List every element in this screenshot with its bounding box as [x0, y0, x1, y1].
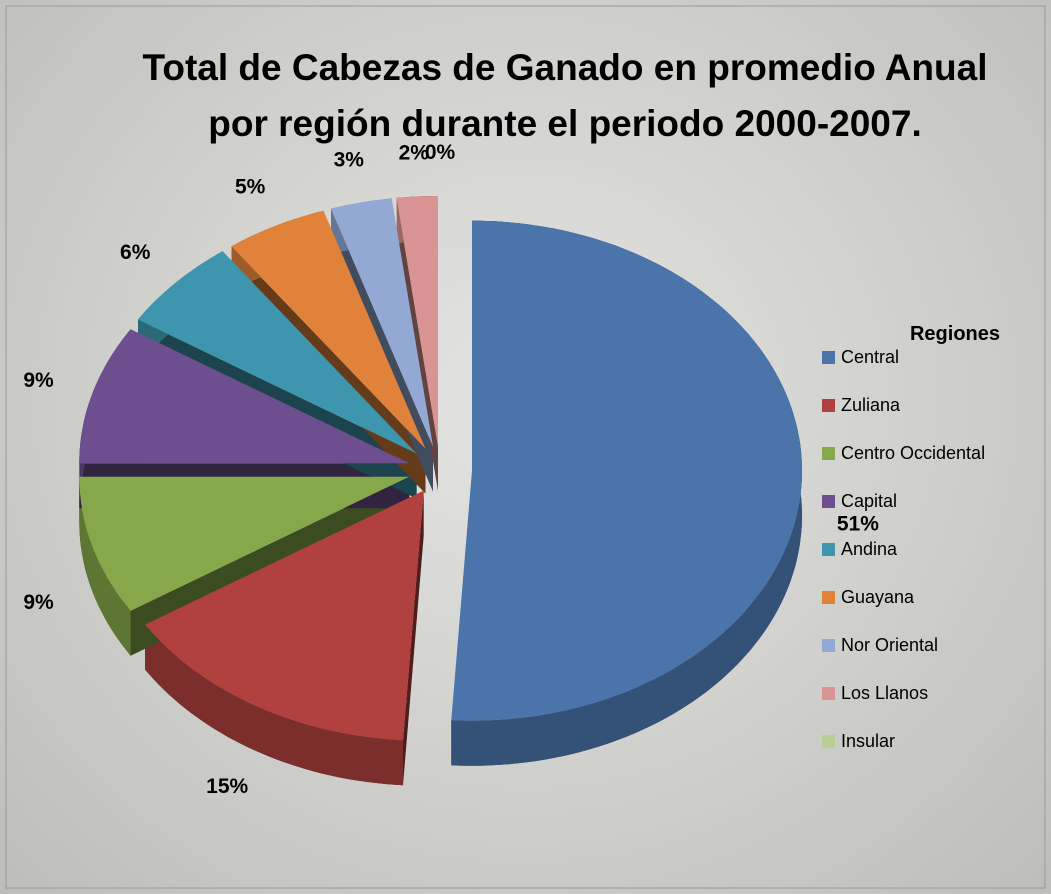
pie-slice [331, 198, 434, 447]
data-label: 15% [206, 775, 248, 798]
legend-swatch [822, 351, 835, 364]
slice-side [79, 476, 410, 656]
data-label: 9% [23, 591, 54, 614]
pie-slice [79, 476, 410, 611]
legend-label: Insular [841, 731, 895, 751]
legend-swatch [822, 591, 835, 604]
legend-label: Centro Occidental [841, 443, 985, 463]
slice-side [145, 624, 403, 786]
legend-label: Capital [841, 491, 897, 511]
pie-slice [451, 220, 802, 721]
legend-swatch [822, 447, 835, 460]
slice-side [79, 329, 410, 509]
data-label: 2% [399, 142, 430, 165]
pie-slice [396, 196, 438, 447]
data-label: 5% [235, 176, 266, 199]
legend-swatch [822, 639, 835, 652]
legend-label: Nor Oriental [841, 635, 938, 655]
legend-swatch [822, 735, 835, 748]
pie-slice [138, 251, 417, 454]
legend-swatch [822, 495, 835, 508]
data-label: 51% [837, 512, 879, 535]
data-label: 3% [334, 149, 365, 172]
legend-label: Andina [841, 539, 898, 559]
legend-swatch [822, 543, 835, 556]
data-label: 9% [23, 369, 54, 392]
pie-slice [79, 329, 410, 464]
legend-swatch [822, 687, 835, 700]
pie-slice [145, 490, 424, 741]
legend-label: Guayana [841, 587, 915, 607]
data-label: 0% [425, 141, 456, 164]
chart-title: Total de Cabezas de Ganado en promedio A… [142, 47, 988, 144]
legend-title: Regiones [910, 323, 1000, 345]
legend-label: Central [841, 347, 899, 367]
legend-label: Zuliana [841, 395, 901, 415]
data-label: 6% [120, 241, 151, 264]
legend-swatch [822, 399, 835, 412]
slice-side [79, 476, 131, 656]
chart-border [5, 5, 1046, 889]
legend-label: Los Llanos [841, 683, 928, 703]
pie-slice [231, 210, 426, 449]
